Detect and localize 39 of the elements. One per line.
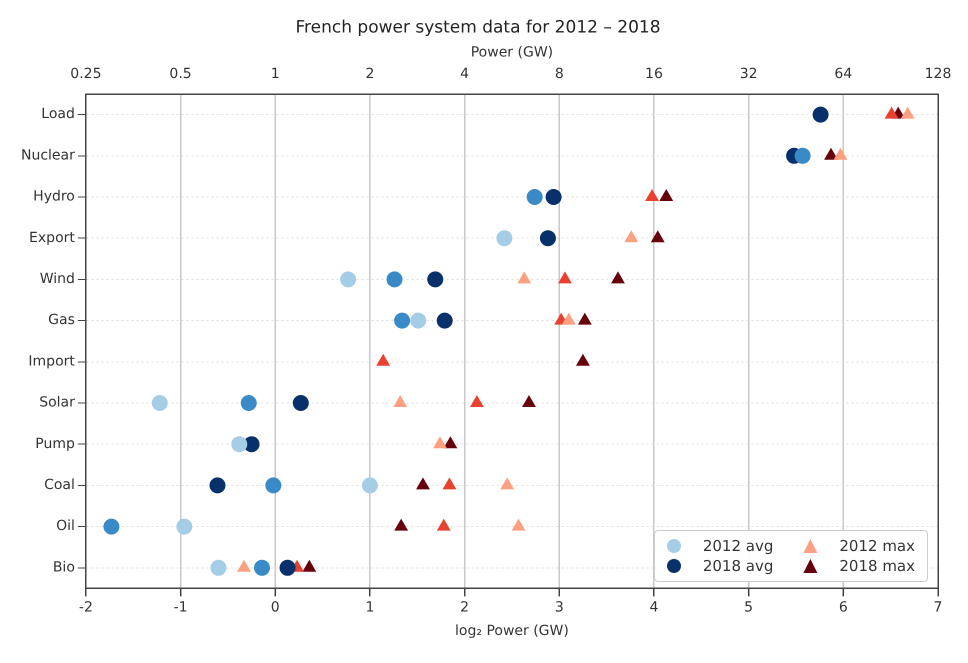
- x2-tick-label: 128: [924, 66, 952, 82]
- chart-title: French power system data for 2012 – 2018: [295, 18, 661, 38]
- y-tick-label: Import: [28, 353, 76, 370]
- x-axis-title: log₂ Power (GW): [455, 623, 569, 640]
- legend-label: 2018 avg: [702, 557, 774, 575]
- y-tick-label: Nuclear: [20, 147, 76, 164]
- y-tick-label: Export: [29, 230, 76, 246]
- y-tick-label: Load: [41, 106, 75, 122]
- y-tick-label: Pump: [35, 436, 75, 452]
- y-tick-label: Bio: [52, 559, 75, 576]
- x-tick-label: 4: [650, 599, 658, 616]
- x-tick-label: 1: [365, 599, 374, 616]
- legend-label: 2012 max: [839, 537, 915, 555]
- x-tick-label: 6: [838, 599, 848, 616]
- x2-tick-label: 0.25: [70, 66, 102, 82]
- legend-label: 2018 max: [839, 557, 915, 575]
- x2-tick-label: 8: [554, 66, 564, 82]
- x2-tick-label: 4: [460, 66, 470, 82]
- x-tick-label: 7: [934, 599, 942, 616]
- x2-tick-label: 0.5: [169, 66, 192, 82]
- x2-tick-label: 64: [834, 66, 852, 82]
- x2-tick-label: 16: [645, 66, 663, 82]
- x2-axis-title: Power (GW): [470, 44, 554, 60]
- legend-label: 2012 avg: [702, 537, 774, 555]
- x-tick-label: -1: [174, 599, 188, 616]
- x2-tick-label: 2: [365, 66, 374, 82]
- x-tick-label: -2: [78, 599, 93, 616]
- y-tick-label: Oil: [56, 518, 75, 534]
- x2-tick-label: 32: [740, 66, 758, 82]
- x-tick-label: 3: [554, 599, 564, 616]
- x2-tick-label: 1: [270, 66, 280, 82]
- x-tick-label: 2: [460, 599, 470, 616]
- x-tick-label: 0: [270, 599, 280, 616]
- y-tick-label: Solar: [39, 394, 76, 411]
- y-tick-label: Coal: [44, 477, 75, 494]
- y-tick-label: Gas: [48, 312, 75, 328]
- y-tick-label: Hydro: [33, 188, 75, 205]
- y-tick-label: Wind: [40, 271, 75, 288]
- x-tick-label: 5: [744, 599, 754, 616]
